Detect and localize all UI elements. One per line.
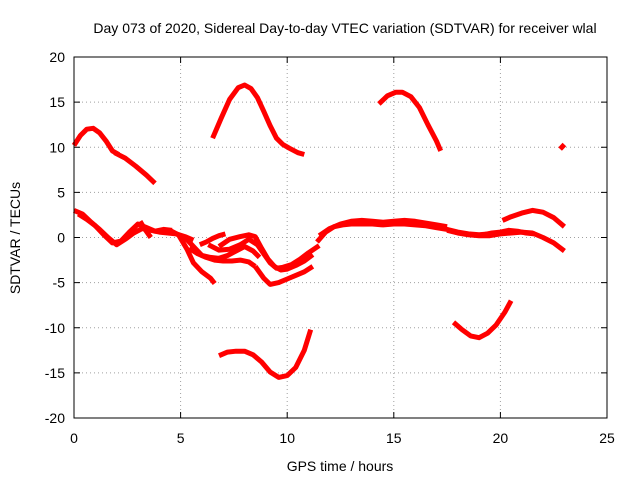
series-arc-14 xyxy=(217,232,315,273)
series-arc-3 xyxy=(210,82,305,157)
data-series xyxy=(71,82,567,380)
x-tick-label: 5 xyxy=(177,430,185,446)
y-tick-label: 0 xyxy=(57,230,65,246)
y-tick-label: -10 xyxy=(45,320,65,336)
grid-lines xyxy=(74,57,607,418)
y-tick-label: -15 xyxy=(45,365,65,381)
plot-frame xyxy=(73,56,608,419)
y-tick-label: 10 xyxy=(49,139,65,155)
x-axis-label: GPS time / hours xyxy=(287,458,394,474)
y-tick-label: -20 xyxy=(45,410,65,426)
x-tick-label: 10 xyxy=(279,430,295,446)
series-arc-1 xyxy=(71,125,121,157)
y-axis-label: SDTVAR / TECUs xyxy=(7,182,23,294)
y-tick-label: -5 xyxy=(53,275,66,291)
x-tick-label: 15 xyxy=(386,430,402,446)
series-arc-2 xyxy=(113,150,157,186)
x-tick-label: 20 xyxy=(493,430,509,446)
x-tick-label: 0 xyxy=(70,430,78,446)
series-arc-11 xyxy=(187,246,257,269)
y-tick-label: 15 xyxy=(49,94,65,110)
series-arc-17 xyxy=(317,217,448,238)
series-arc-8 xyxy=(137,220,153,239)
series-arc-12 xyxy=(198,231,227,248)
series-arc-15 xyxy=(253,264,315,287)
series-arc-7 xyxy=(76,211,173,246)
series-arc-22 xyxy=(451,299,514,341)
series-arc-19 xyxy=(482,227,535,238)
chart-title: Day 073 of 2020, Sidereal Day-to-day VTE… xyxy=(93,20,596,36)
series-arc-4 xyxy=(377,89,443,152)
series-arc-5 xyxy=(558,142,567,151)
y-tick-label: 5 xyxy=(57,184,65,200)
series-arc-16 xyxy=(315,221,512,244)
series-arc-20 xyxy=(501,207,567,229)
series-arc-21 xyxy=(218,328,314,380)
axis-ticks: 0 5 10 15 20 25 -20 -15 -10 -5 0 5 10 15 20 xyxy=(45,49,615,446)
y-tick-label: 20 xyxy=(49,49,65,65)
x-tick-label: 25 xyxy=(599,430,615,446)
